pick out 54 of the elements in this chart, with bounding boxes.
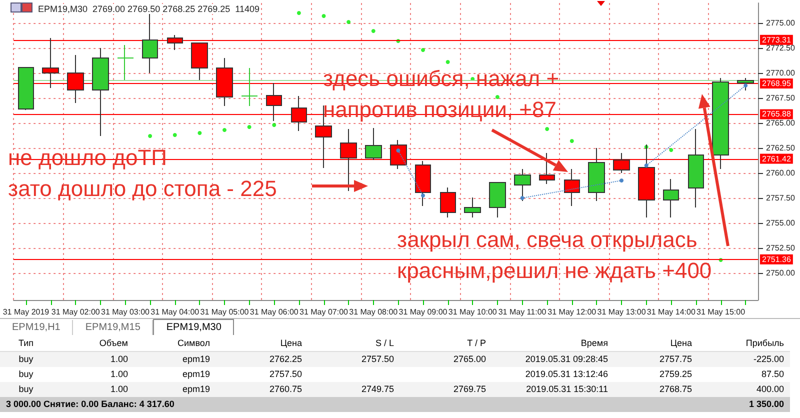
x-tick-label: 31 May 15:00 bbox=[696, 308, 746, 316]
x-tick-label: 31 May 07:00 bbox=[300, 308, 349, 316]
text: EPM19,H1 bbox=[0, 320, 74, 335]
text: EPM19,M30 bbox=[153, 319, 234, 335]
x-tick-label: 31 May 08:00 bbox=[349, 308, 398, 316]
y-tick-label: 2752.50 bbox=[766, 244, 796, 252]
y-tick-label: 2760.00 bbox=[766, 168, 796, 178]
text: Символ bbox=[134, 336, 216, 352]
text: Прибыль bbox=[698, 336, 790, 352]
text: 87.50 bbox=[760, 368, 785, 381]
text: epm19 bbox=[181, 368, 211, 381]
x-tick-label: 31 May 2019 bbox=[2, 308, 50, 316]
text: 1.00 bbox=[109, 368, 129, 381]
text: 2757.50 bbox=[268, 368, 303, 381]
y-tick-label: 2765.00 bbox=[766, 118, 796, 128]
text: Цена bbox=[614, 336, 698, 352]
x-tick-label: 31 May 11:00 bbox=[498, 308, 547, 316]
x-tick-label: 31 May 10:00 bbox=[448, 308, 498, 316]
x-tick-label: 31 May 14:00 bbox=[646, 308, 696, 316]
row-shading: buy 1.00 epm19 2760.75 2749.75 2769.75 2019.05.31 15:30:11 2768.75 400.00 bbox=[0, 382, 790, 397]
y-tick-label: 2750.00 bbox=[766, 268, 796, 278]
text: Объем bbox=[52, 336, 134, 352]
text: 2019.05.31 13:12:46 bbox=[524, 368, 609, 381]
text: 2759.25 bbox=[658, 368, 693, 381]
ref-line-label: 2765.88 bbox=[762, 110, 792, 119]
y-tick-label: 2762.50 bbox=[766, 144, 796, 152]
text: Время bbox=[492, 336, 614, 352]
ref-line-label: 2773.31 bbox=[762, 35, 792, 44]
y-tick-label: 2772.50 bbox=[766, 44, 796, 52]
x-tick-label: 31 May 09:00 bbox=[398, 308, 448, 316]
y-tick-label: 2770.00 bbox=[766, 68, 796, 78]
y-tick-label: 2767.50 bbox=[766, 94, 796, 102]
chart-title: EPM19,M30 2769.00 2769.50 2768.25 2769.25 11409 bbox=[38, 4, 260, 14]
ref-line-label: 2761.42 bbox=[762, 154, 792, 164]
ref-line-label: 2751.36 bbox=[762, 254, 792, 264]
y-tick-label: 2775.00 bbox=[766, 18, 796, 28]
y-tick-label: 2757.50 bbox=[766, 194, 796, 202]
x-tick-label: 31 May 04:00 bbox=[150, 308, 200, 316]
text: buy bbox=[18, 368, 34, 381]
text: Цена bbox=[216, 336, 308, 352]
x-tick-label: 31 May 12:00 bbox=[548, 308, 597, 316]
x-tick-label: 31 May 05:00 bbox=[200, 308, 250, 316]
annotation: закрыл сам, свеча открылась красным,решил не ждать +400 bbox=[397, 226, 712, 285]
x-tick-label: 31 May 03:00 bbox=[101, 308, 150, 316]
text: T / P bbox=[400, 336, 492, 352]
ref-line-label: 2768.95 bbox=[762, 79, 792, 88]
text: S / L bbox=[308, 336, 400, 352]
text: Тип bbox=[0, 336, 52, 352]
x-tick-label: 31 May 13:00 bbox=[597, 308, 646, 316]
x-tick-label: 31 May 02:00 bbox=[51, 308, 100, 316]
x-tick-label: 31 May 06:00 bbox=[250, 308, 299, 316]
y-tick-label: 2755.00 bbox=[766, 218, 796, 228]
status-strip: 3 000.00 Снятие: 0.00 Баланс: 4 317.60 1 350.00 bbox=[0, 397, 790, 412]
text: EPM19,M15 bbox=[73, 320, 154, 335]
